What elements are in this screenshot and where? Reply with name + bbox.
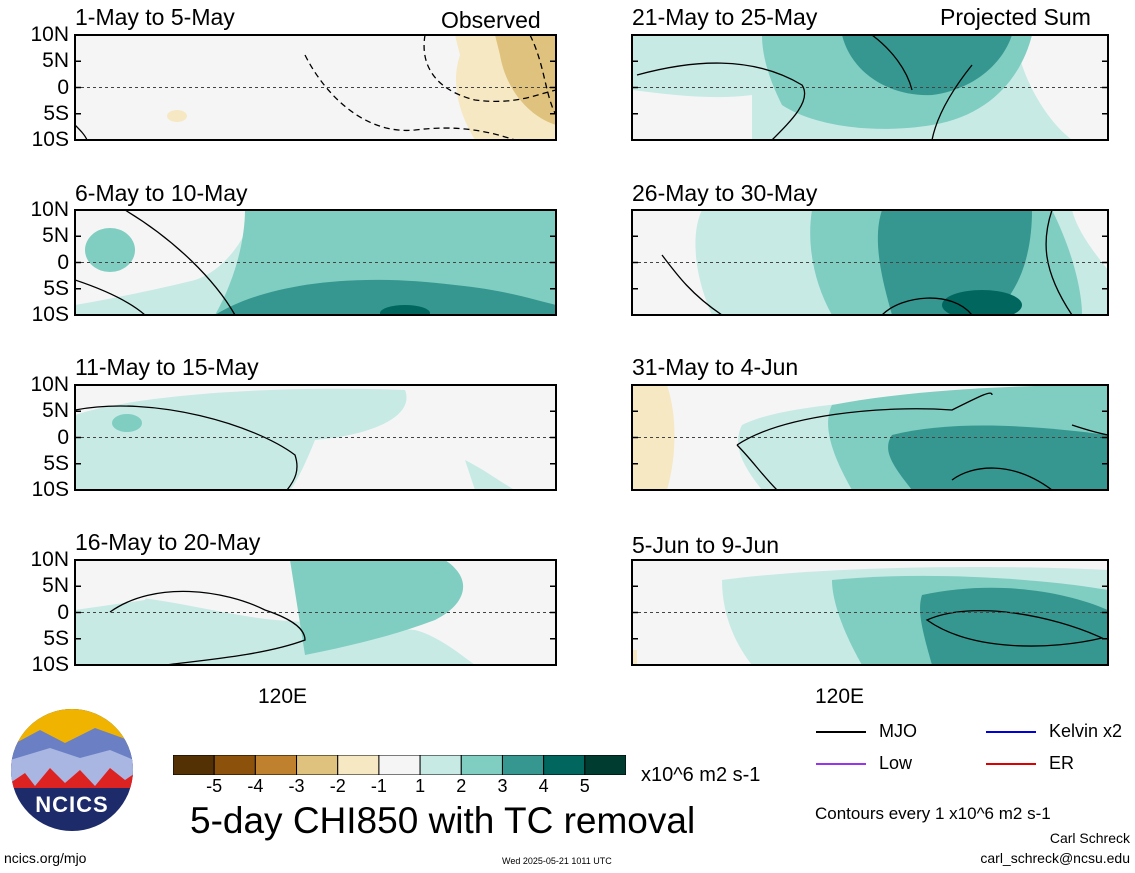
panel-title: 6-May to 10-May: [75, 180, 248, 206]
lat-label: 5N: [42, 49, 69, 73]
colorbar-tick-label: 2: [456, 776, 467, 796]
lat-label: 10S: [31, 478, 69, 501]
legend-item-er: ER: [986, 753, 1074, 774]
lat-label: 5N: [42, 574, 69, 598]
lat-label: 0: [57, 75, 69, 99]
panel-title: 16-May to 20-May: [75, 529, 261, 555]
legend-line-er: [986, 763, 1036, 766]
lat-label: 5N: [42, 224, 69, 248]
colorbar-tick-label: -4: [247, 776, 264, 796]
colorbar-swatch: [337, 754, 380, 776]
lat-label: 10S: [31, 128, 69, 151]
colorbar-swatch: [543, 754, 586, 776]
lat-label: 0: [57, 250, 69, 274]
legend-item-kelvin: Kelvin x2: [986, 721, 1122, 742]
legend-label: MJO: [879, 721, 918, 741]
legend-item-low: Low: [816, 753, 912, 774]
legend-line-kelvin: [986, 731, 1036, 734]
colorbar-tick-label: 5: [579, 776, 590, 796]
colorbar-tick-label: -2: [329, 776, 346, 796]
colorbar-tick-label: -5: [206, 776, 223, 796]
lat-label: 10N: [30, 548, 69, 571]
site-url[interactable]: ncics.org/mjo: [4, 850, 87, 866]
colorbar-swatch: [296, 754, 339, 776]
colorbar-swatch: [213, 754, 256, 776]
legend-label: Kelvin x2: [1049, 721, 1123, 741]
lat-label: 0: [57, 425, 69, 449]
chart-title: 5-day CHI850 with TC removal: [190, 800, 696, 841]
legend-label: Low: [879, 753, 913, 773]
colorbar-tick-label: 3: [497, 776, 508, 796]
map-panel-8: [632, 560, 1108, 665]
panel-title: 31-May to 4-Jun: [632, 354, 799, 380]
author: Carl Schreck: [1049, 830, 1130, 846]
lon-label-left: 120E: [258, 685, 308, 708]
lat-label: 10N: [30, 23, 69, 46]
legend-line-low: [816, 763, 866, 766]
lat-label: 5S: [43, 451, 69, 475]
legend: MJO Kelvin x2 Low ER: [816, 721, 1135, 781]
logo-text: NCICS: [35, 792, 109, 817]
lat-label: 5N: [42, 399, 69, 423]
colorbar-swatch: [501, 754, 545, 776]
colorbar-tick-label: -1: [370, 776, 387, 796]
map-panel-2: [75, 210, 556, 315]
colorbar-tick-label: 4: [538, 776, 549, 796]
author-email[interactable]: carl_schreck@ncsu.edu: [980, 850, 1130, 866]
panel-label-observed: Observed: [441, 7, 541, 33]
colorbar-swatch: [460, 754, 503, 776]
panel-title: 26-May to 30-May: [632, 180, 818, 206]
colorbar-swatches: [172, 754, 627, 776]
lat-label: 10S: [31, 303, 69, 326]
contour-note: Contours every 1 x10^6 m2 s-1: [815, 804, 1051, 823]
colorbar-units: x10^6 m2 s-1: [641, 764, 761, 786]
colorbar-swatch: [172, 754, 215, 776]
lat-label: 10N: [30, 373, 69, 396]
colorbar-swatch: [419, 754, 462, 776]
lat-label: 10N: [30, 198, 69, 221]
colorbar-tick-label: 1: [415, 776, 426, 796]
legend-line-mjo: [816, 731, 866, 734]
legend-label: ER: [1049, 753, 1075, 773]
colorbar-swatch: [584, 754, 627, 776]
panel-title: 5-Jun to 9-Jun: [632, 532, 780, 558]
colorbar-swatch: [378, 754, 421, 776]
legend-item-mjo: MJO: [816, 721, 917, 742]
colorbar-swatch: [254, 754, 298, 776]
panel-title: 11-May to 15-May: [75, 354, 259, 380]
lon-label-right: 120E: [815, 685, 865, 708]
lat-label: 0: [57, 600, 69, 624]
colorbar: [172, 754, 627, 780]
timestamp: Wed 2025-05-21 1011 UTC: [502, 856, 612, 866]
panel-title: 1-May to 5-May: [75, 4, 235, 30]
lat-label: 5S: [43, 101, 69, 125]
panel-title: 21-May to 25-May: [632, 4, 818, 30]
panel-label-projected: Projected Sum: [940, 4, 1091, 30]
lat-label: 10S: [31, 653, 69, 676]
lat-label: 5S: [43, 626, 69, 650]
lat-label: 5S: [43, 276, 69, 300]
colorbar-tick-label: -3: [288, 776, 305, 796]
ncics-logo: NCICS: [10, 708, 134, 832]
